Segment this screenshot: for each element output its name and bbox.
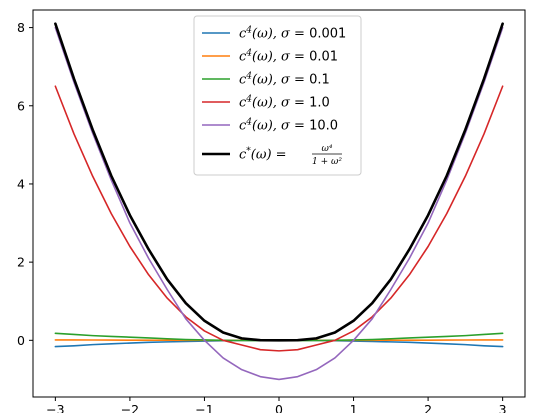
legend: c4(ω), σ = 0.001 c4(ω), σ = 0.01 c4(ω), σ … xyxy=(193,15,362,176)
series-line-4 xyxy=(54,26,504,381)
legend-frac-den: 1 + ω² xyxy=(312,157,342,167)
legend-label: c4(ω), σ = 0.1 xyxy=(239,72,330,88)
legend-frac-num: ω⁴ xyxy=(322,144,333,154)
plot-lines xyxy=(54,22,504,381)
x-tick-label: 1 xyxy=(350,402,358,413)
x-tick-label: −3 xyxy=(46,402,64,413)
legend-label: c4(ω), σ = 0.01 xyxy=(239,49,338,65)
legend-label: c4(ω), σ = 1.0 xyxy=(239,95,330,111)
x-tick-label: −2 xyxy=(121,402,139,413)
x-tick-label: −1 xyxy=(195,402,213,413)
y-tick-label: 4 xyxy=(17,176,25,191)
y-tick-label: 6 xyxy=(17,98,25,113)
legend-label: c*(ω) = xyxy=(239,147,287,163)
legend-label: c4(ω), σ = 10.0 xyxy=(239,118,338,134)
x-tick-label: 2 xyxy=(424,402,432,413)
legend-label: c4(ω), σ = 0.001 xyxy=(239,26,346,42)
y-axis-ticks: 0 2 4 6 8 xyxy=(17,20,33,348)
series-line-3 xyxy=(54,85,504,352)
y-tick-label: 0 xyxy=(17,333,25,348)
x-tick-label: 0 xyxy=(275,402,283,413)
y-tick-label: 8 xyxy=(17,20,25,35)
x-tick-label: 3 xyxy=(499,402,507,413)
series-line-5 xyxy=(54,22,504,342)
y-tick-label: 2 xyxy=(17,255,25,270)
x-axis-ticks: −3 −2 −1 0 1 2 3 xyxy=(46,397,507,413)
legend-box xyxy=(193,15,362,176)
